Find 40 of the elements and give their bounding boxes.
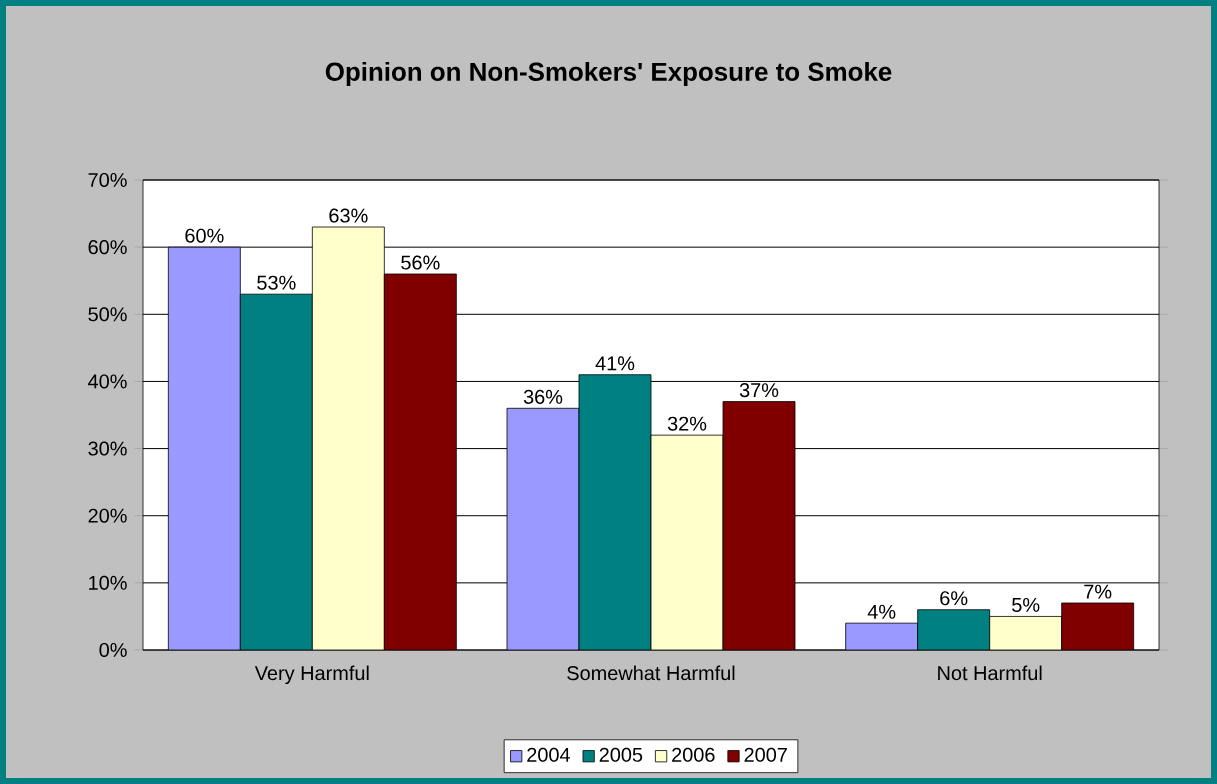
bar [578,374,652,650]
x-tick-label: Somewhat Harmful [567,665,735,681]
data-label: 56% [401,255,440,270]
data-label: 4% [867,604,896,619]
data-label: 60% [185,228,224,243]
y-tick-label: 60% [88,240,127,255]
bar [506,407,580,650]
bar [239,293,313,650]
data-label: 32% [667,416,707,431]
y-tick-label: 20% [88,508,127,523]
data-label: 63% [329,208,368,223]
bar [650,434,724,650]
y-tick-label: 70% [88,172,127,188]
legend-label: 2004 [527,747,570,762]
data-label: 5% [1012,597,1040,613]
y-tick-label: 10% [89,575,127,590]
y-tick-label: 50% [88,307,127,322]
bar [383,273,457,650]
data-label: 37% [739,383,779,398]
y-tick-label: 30% [88,441,127,456]
bar [845,622,919,650]
legend-label: 2006 [672,747,715,762]
bar [1061,602,1135,650]
legend-label: 2005 [599,747,643,762]
bar [167,246,241,650]
bar [722,401,796,650]
y-tick-label: 0% [99,642,127,658]
bar [311,226,385,650]
data-label: 36% [523,389,563,404]
x-tick-label: Very Harmful [254,665,369,685]
bar [917,609,991,650]
data-label: 6% [940,591,968,606]
data-label: 41% [595,356,635,371]
data-label: 7% [1084,584,1112,599]
chart-title: Opinion on Non-Smokers' Exposure to Smoke [325,61,892,87]
y-tick-label: 40% [88,374,127,389]
legend-label: 2007 [744,747,787,762]
bar [989,616,1063,650]
x-tick-label: Not Harmful [938,665,1042,681]
data-label: 53% [257,275,296,290]
